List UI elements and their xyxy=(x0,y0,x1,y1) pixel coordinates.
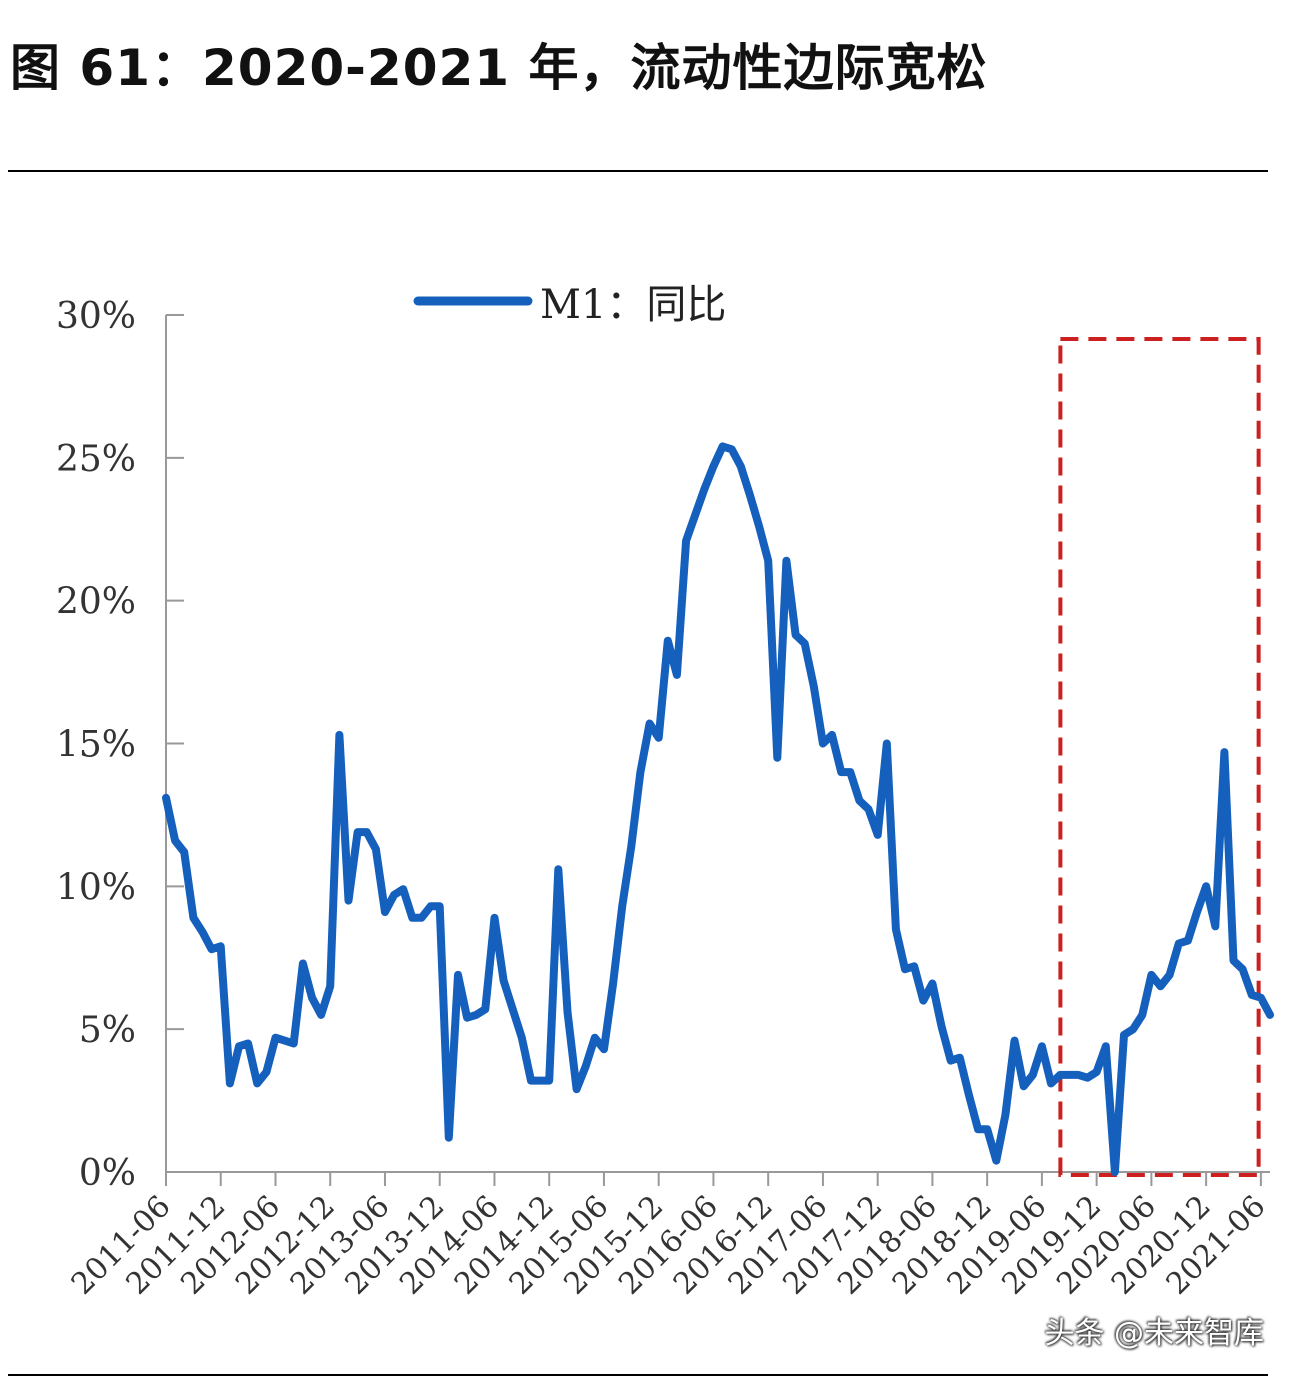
top-rule xyxy=(8,170,1268,172)
y-tick-label: 5% xyxy=(79,1010,136,1051)
highlight-box xyxy=(1058,337,1261,1177)
figure-title: 图 61：2020-2021 年，流动性边际宽松 xyxy=(10,39,988,97)
y-axis-ticks: 0% 5% 10% 15% 20% 25% 30% xyxy=(56,296,184,1194)
y-tick-label: 20% xyxy=(56,582,136,623)
y-tick-label: 30% xyxy=(56,296,136,337)
y-tick-label: 10% xyxy=(56,867,136,908)
watermark: 头条 @未来智库 xyxy=(1044,1316,1264,1351)
legend-label: M1：同比 xyxy=(540,282,726,328)
series-layer xyxy=(162,442,1274,1176)
y-tick-label: 15% xyxy=(56,725,136,766)
x-axis-ticks: 2011-062011-122012-062012-122013-062013-… xyxy=(65,1172,1273,1302)
series-line-m1-yoy xyxy=(162,442,1274,1176)
bottom-rule xyxy=(8,1374,1268,1376)
highlight-rect xyxy=(1058,337,1261,1177)
y-tick-label: 25% xyxy=(56,439,136,480)
legend: M1：同比 xyxy=(413,282,726,328)
y-tick-label: 0% xyxy=(79,1153,136,1194)
